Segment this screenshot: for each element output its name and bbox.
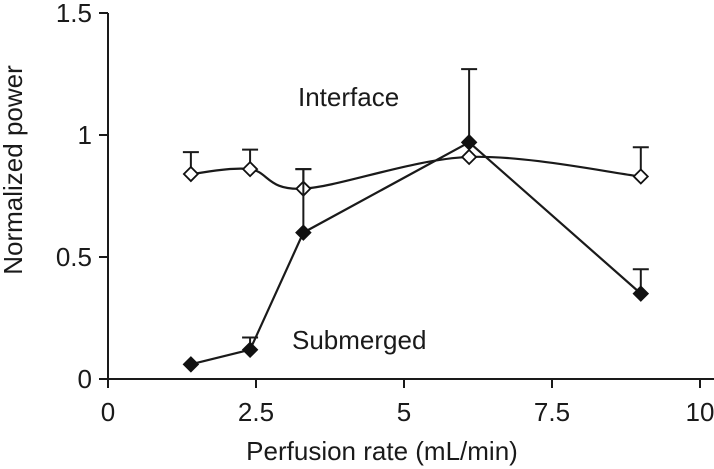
series-layer <box>182 68 650 373</box>
x-axis-title: Perfusion rate (mL/min) <box>246 436 518 466</box>
x-ticks: 0 2.5 5 7.5 10 <box>101 379 714 427</box>
series-interface <box>182 146 650 197</box>
filled-diamond-marker <box>632 285 650 302</box>
y-tick-label: 1.5 <box>56 0 92 28</box>
filled-diamond-marker <box>241 341 259 358</box>
series-line <box>190 155 641 190</box>
open-diamond-marker <box>632 168 650 185</box>
x-tick-label: 5 <box>397 397 411 427</box>
filled-diamond-marker <box>460 134 478 151</box>
series-label-submerged: Submerged <box>292 325 426 355</box>
axes <box>107 13 714 380</box>
series-submerged <box>182 68 650 373</box>
y-tick-label: 0 <box>78 364 92 394</box>
y-axis-title: Normalized power <box>0 65 28 275</box>
x-tick-label: 10 <box>686 397 714 427</box>
filled-diamond-marker <box>182 356 200 373</box>
open-diamond-marker <box>241 160 259 178</box>
x-tick-label: 0 <box>101 397 115 427</box>
open-diamond-marker <box>460 148 478 166</box>
y-ticks: 0 0.5 1 1.5 <box>56 0 108 394</box>
y-tick-label: 1 <box>78 120 92 150</box>
filled-diamond-marker <box>295 224 312 241</box>
y-tick-label: 0.5 <box>56 242 92 272</box>
x-tick-label: 7.5 <box>534 397 570 427</box>
series-label-interface: Interface <box>298 82 399 112</box>
x-tick-label: 2.5 <box>238 397 274 427</box>
open-diamond-marker <box>182 165 200 183</box>
